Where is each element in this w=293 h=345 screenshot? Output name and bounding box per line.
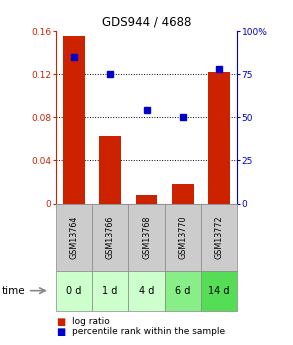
Text: time: time <box>1 286 25 296</box>
Text: ■: ■ <box>56 327 65 337</box>
Text: 4 d: 4 d <box>139 286 154 296</box>
Text: GSM13770: GSM13770 <box>178 215 187 259</box>
Bar <box>172 184 194 204</box>
Bar <box>208 72 230 204</box>
Text: GSM13772: GSM13772 <box>215 215 224 259</box>
Bar <box>63 37 85 204</box>
Text: GSM13768: GSM13768 <box>142 216 151 259</box>
Text: GSM13764: GSM13764 <box>69 216 78 259</box>
Text: percentile rank within the sample: percentile rank within the sample <box>72 327 225 336</box>
Text: 6 d: 6 d <box>175 286 190 296</box>
Text: 1 d: 1 d <box>103 286 118 296</box>
Text: GSM13766: GSM13766 <box>106 216 115 259</box>
Text: log ratio: log ratio <box>72 317 110 326</box>
Bar <box>99 136 121 204</box>
Text: ■: ■ <box>56 317 65 326</box>
Text: GDS944 / 4688: GDS944 / 4688 <box>102 16 191 29</box>
Text: 14 d: 14 d <box>208 286 230 296</box>
Bar <box>136 195 157 204</box>
Text: 0 d: 0 d <box>66 286 81 296</box>
